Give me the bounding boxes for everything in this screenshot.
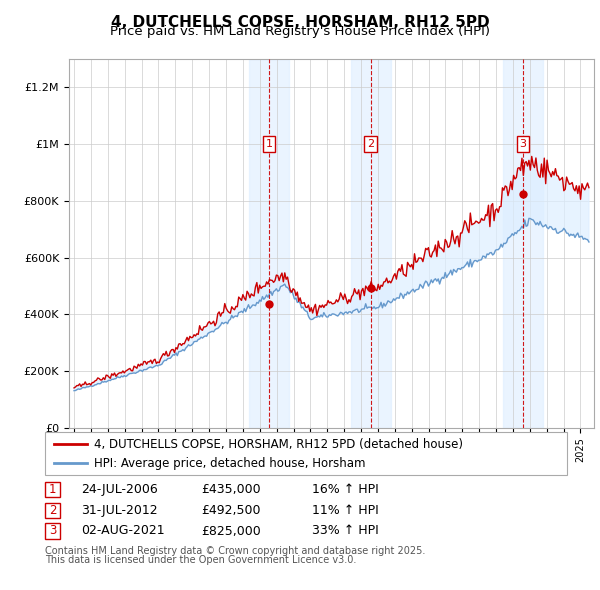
Text: 16% ↑ HPI: 16% ↑ HPI (312, 483, 379, 496)
Text: 11% ↑ HPI: 11% ↑ HPI (312, 504, 379, 517)
Text: 24-JUL-2006: 24-JUL-2006 (81, 483, 158, 496)
Text: Price paid vs. HM Land Registry's House Price Index (HPI): Price paid vs. HM Land Registry's House … (110, 25, 490, 38)
Text: Contains HM Land Registry data © Crown copyright and database right 2025.: Contains HM Land Registry data © Crown c… (45, 546, 425, 556)
Bar (503, 59, 543, 428)
Text: 2: 2 (49, 504, 56, 517)
Text: £492,500: £492,500 (201, 504, 260, 517)
Text: This data is licensed under the Open Government Licence v3.0.: This data is licensed under the Open Gov… (45, 555, 356, 565)
Text: 2: 2 (367, 139, 374, 149)
Text: £825,000: £825,000 (201, 525, 261, 537)
Text: 1: 1 (49, 483, 56, 496)
Text: 02-AUG-2021: 02-AUG-2021 (81, 525, 164, 537)
Text: £435,000: £435,000 (201, 483, 260, 496)
Text: 33% ↑ HPI: 33% ↑ HPI (312, 525, 379, 537)
Text: 4, DUTCHELLS COPSE, HORSHAM, RH12 5PD: 4, DUTCHELLS COPSE, HORSHAM, RH12 5PD (110, 15, 490, 30)
Text: HPI: Average price, detached house, Horsham: HPI: Average price, detached house, Hors… (94, 457, 366, 470)
Text: 31-JUL-2012: 31-JUL-2012 (81, 504, 158, 517)
Text: 3: 3 (49, 525, 56, 537)
Text: 4, DUTCHELLS COPSE, HORSHAM, RH12 5PD (detached house): 4, DUTCHELLS COPSE, HORSHAM, RH12 5PD (d… (94, 438, 463, 451)
Bar (249, 59, 289, 428)
Text: 1: 1 (266, 139, 273, 149)
Text: 3: 3 (520, 139, 526, 149)
Bar (350, 59, 391, 428)
